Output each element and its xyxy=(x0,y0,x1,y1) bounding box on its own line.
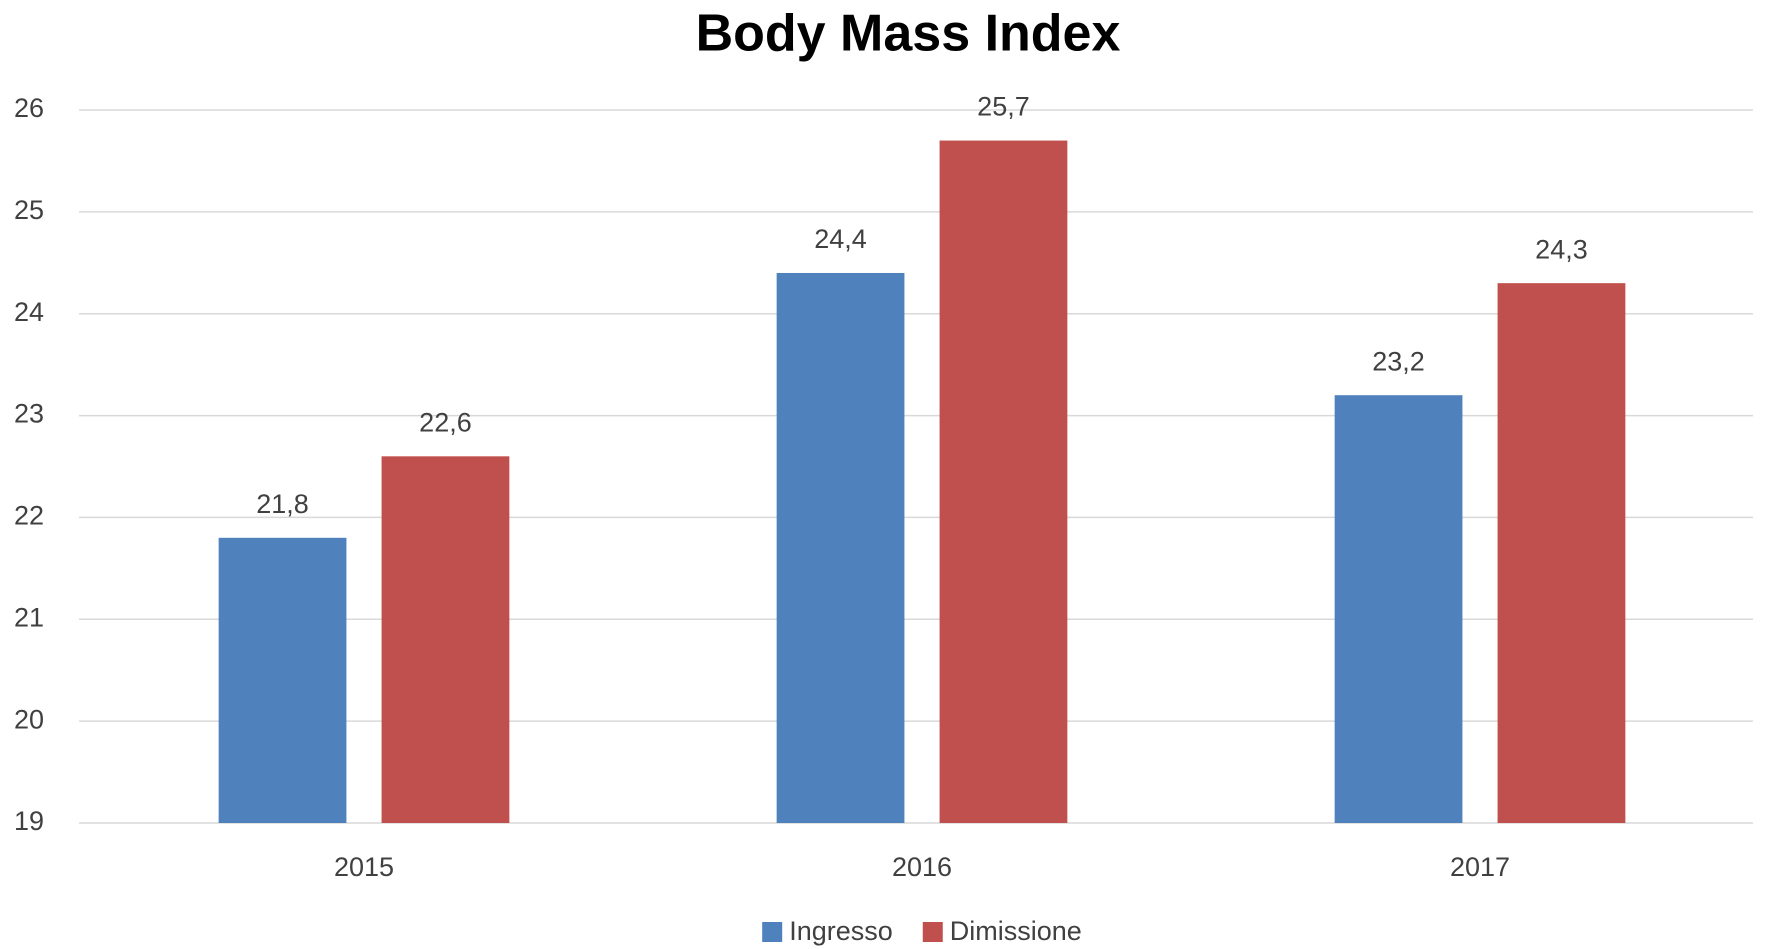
data-label: 23,2 xyxy=(1372,346,1425,376)
x-tick-label: 2016 xyxy=(892,852,952,882)
data-label: 24,4 xyxy=(814,224,867,254)
legend-label: Ingresso xyxy=(789,916,893,946)
bar xyxy=(1334,395,1463,823)
bar xyxy=(939,140,1068,824)
data-label: 25,7 xyxy=(977,92,1030,122)
data-label: 21,8 xyxy=(256,489,309,519)
x-tick-label: 2017 xyxy=(1450,852,1510,882)
x-tick-label: 2015 xyxy=(334,852,394,882)
bar xyxy=(381,456,510,823)
data-label: 24,3 xyxy=(1535,234,1588,264)
chart-title: Body Mass Index xyxy=(696,5,1121,63)
y-tick-label: 25 xyxy=(14,195,44,225)
y-tick-label: 23 xyxy=(14,399,44,429)
legend-swatch xyxy=(922,922,943,942)
bar xyxy=(218,537,347,823)
y-tick-label: 26 xyxy=(14,93,44,123)
bar xyxy=(1497,283,1626,824)
legend-swatch xyxy=(762,922,783,942)
y-tick-label: 20 xyxy=(14,704,44,734)
legend-label: Dimissione xyxy=(950,916,1082,946)
y-tick-label: 24 xyxy=(14,297,44,327)
y-tick-label: 21 xyxy=(14,602,44,632)
y-tick-label: 19 xyxy=(14,806,44,836)
bar xyxy=(776,272,905,823)
data-label: 22,6 xyxy=(419,407,472,437)
y-tick-label: 22 xyxy=(14,501,44,531)
